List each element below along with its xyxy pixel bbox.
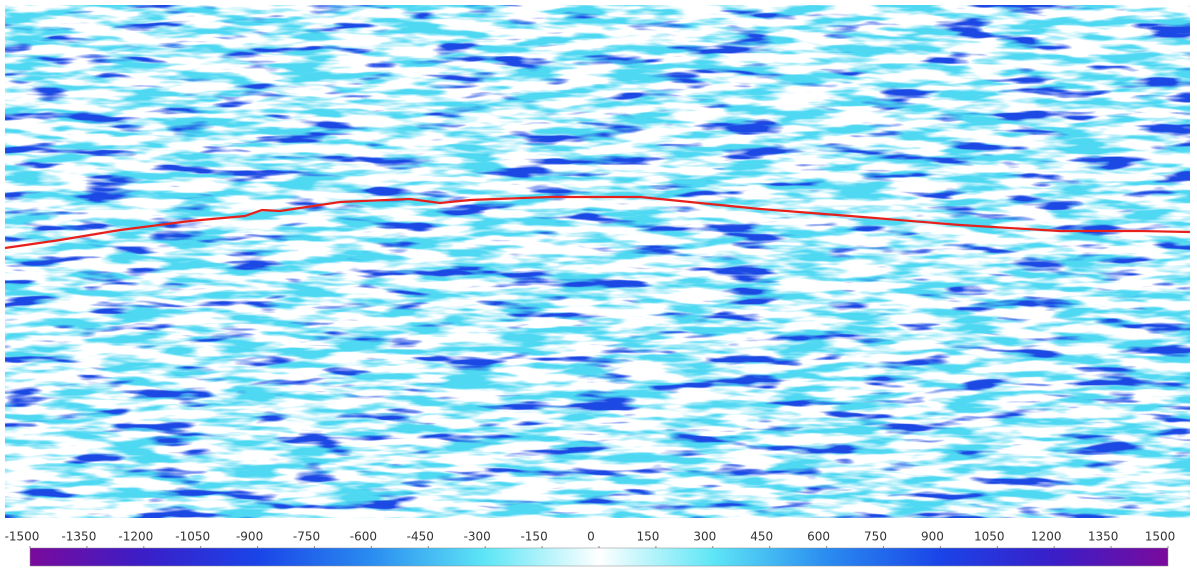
colorbar-tick-label: -1500 (5, 530, 40, 544)
colorbar-tick-label: -900 (236, 530, 263, 544)
colorbar-tick-label: 450 (750, 530, 773, 544)
colorbar-tick-label: 150 (636, 530, 659, 544)
colorbar-tick-label: 1350 (1088, 530, 1119, 544)
colorbar-tick-label: 1200 (1031, 530, 1062, 544)
colorbar-tick-label: 1050 (974, 530, 1005, 544)
colorbar-tick-label: 0 (587, 530, 595, 544)
colorbar-tick-label: -750 (293, 530, 320, 544)
colorbar-tick-label: 900 (921, 530, 944, 544)
colorbar-tick-label: -1350 (61, 530, 96, 544)
colorbar-tick-label: -1200 (118, 530, 153, 544)
colorbar-tick-label: -300 (464, 530, 491, 544)
colorbar (29, 547, 1169, 567)
colorbar-tick-label: 300 (693, 530, 716, 544)
colorbar-tick-label: 1500 (1145, 530, 1176, 544)
colorbar-tick-label: -150 (520, 530, 547, 544)
colorbar-tick-label: -450 (407, 530, 434, 544)
seismic-image (5, 5, 1190, 518)
colorbar-tick-label: -600 (350, 530, 377, 544)
colorbar-tick-label: 600 (807, 530, 830, 544)
horizon-line (4, 195, 1191, 250)
colorbar-tick-label: 750 (864, 530, 887, 544)
colorbar-tick-label: -1050 (175, 530, 210, 544)
